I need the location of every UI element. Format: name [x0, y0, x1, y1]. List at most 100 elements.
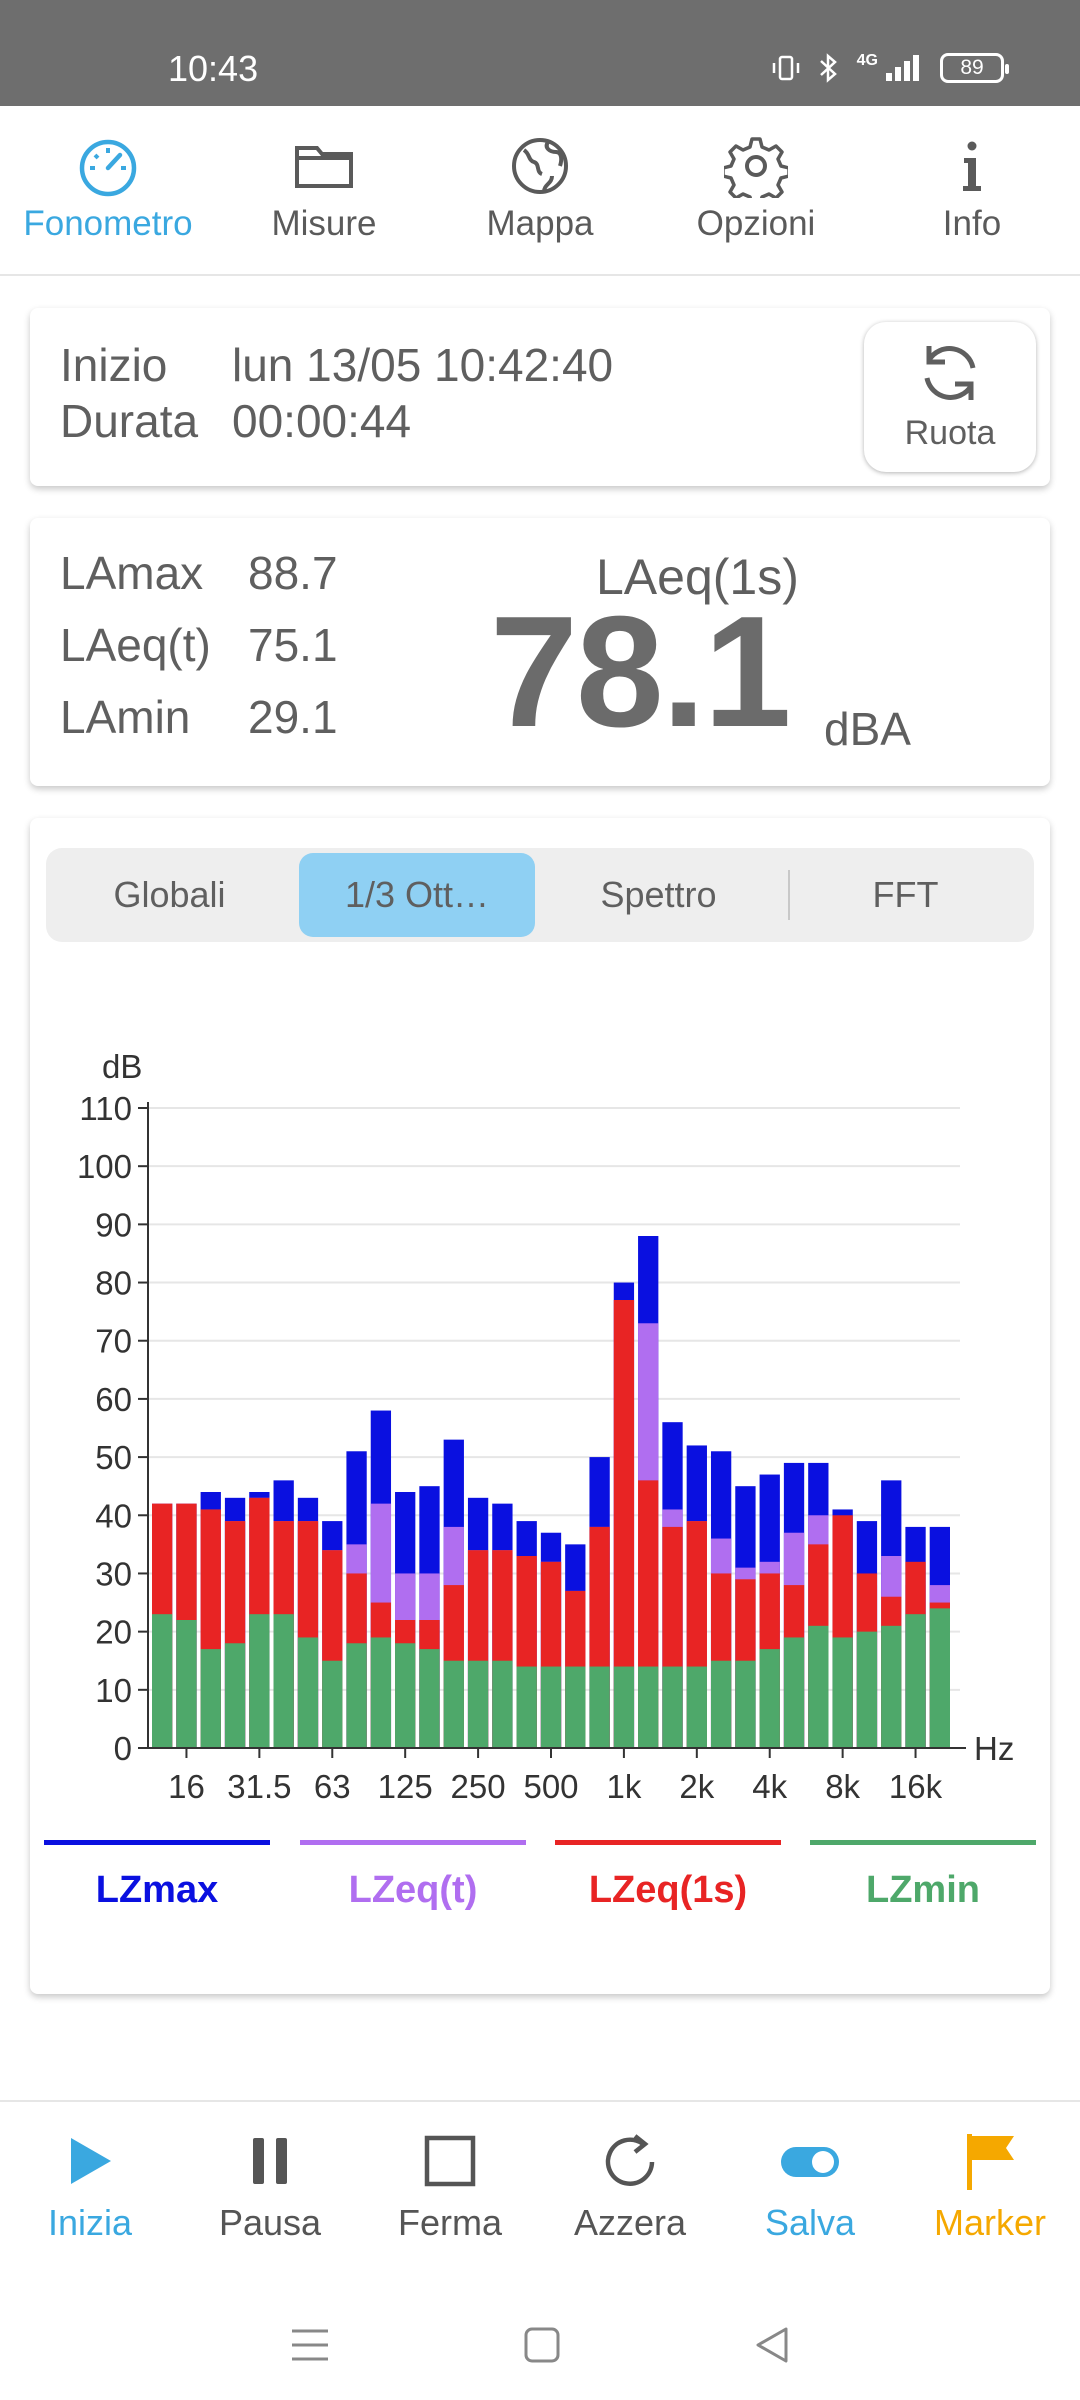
y-tick-label: 110 — [79, 1090, 132, 1127]
legend-label: LZeq(1s) — [588, 1869, 748, 1911]
pause-button[interactable]: Pausa — [180, 2102, 360, 2260]
x-tick-label: 16 — [168, 1768, 205, 1805]
legend-line — [300, 1840, 526, 1845]
duration-value: 00:00:44 — [232, 395, 412, 447]
status-bar: 10:43 4G 89 — [0, 0, 1080, 106]
marker-button[interactable]: Marker — [900, 2102, 1080, 2260]
bar-lzmin-31.5 — [249, 1614, 270, 1748]
menu-icon[interactable] — [288, 2325, 332, 2365]
tab-fft[interactable]: FFT — [872, 874, 939, 915]
tab-label: Misure — [271, 204, 377, 243]
bar-lzmin-3.15k — [735, 1660, 756, 1748]
y-tick-label: 30 — [95, 1555, 132, 1592]
tab-info[interactable]: Info — [864, 106, 1080, 274]
bar-lzmin-2k — [686, 1666, 707, 1748]
bar-lzmin-1.25k — [638, 1666, 659, 1748]
bar-lzmin-1.6k — [662, 1666, 683, 1748]
y-tick-label: 80 — [95, 1265, 132, 1302]
save-toggle[interactable]: Salva — [720, 2102, 900, 2260]
x-tick-label: 1k — [606, 1768, 641, 1805]
y-axis-label: dB — [102, 1048, 142, 1085]
start-value: lun 13/05 10:42:40 — [232, 339, 614, 391]
laeqt-value: 75.1 — [248, 619, 338, 671]
main-level-unit: dBA — [824, 703, 911, 755]
start-label: Inizia — [47, 2202, 133, 2243]
rotate-icon — [924, 346, 976, 400]
tab-misure[interactable]: Misure — [216, 106, 432, 274]
x-tick-label: 63 — [314, 1768, 351, 1805]
y-tick-label: 0 — [114, 1730, 132, 1767]
start-button[interactable]: Inizia — [0, 2102, 180, 2260]
spectrum-card: Globali 1/3 Ott… Spettro FFT 0 10 20 30 40 50… — [30, 818, 1050, 1994]
legend-lzeqt: LZeq(t) — [300, 1840, 526, 1940]
bar-lzmin-4k — [759, 1649, 780, 1748]
bar-lzmin-16 — [176, 1620, 197, 1748]
bar-lzmin-2.5k — [710, 1660, 732, 1748]
x-tick-label: 8k — [825, 1768, 860, 1805]
bar-lzmin-315 — [492, 1660, 513, 1748]
bar-lzmin-250 — [467, 1660, 489, 1748]
tab-label: Fonometro — [23, 204, 193, 243]
reset-button[interactable]: Azzera — [540, 2102, 720, 2260]
back-icon[interactable] — [752, 2325, 792, 2365]
y-tick-label: 10 — [95, 1672, 132, 1709]
legend-label: LZmin — [866, 1869, 980, 1911]
tab-mappa[interactable]: Mappa — [432, 106, 648, 274]
lamin-label: LAmin — [60, 691, 191, 743]
system-navigation — [0, 2290, 1080, 2400]
tab-globali[interactable]: Globali — [113, 874, 226, 915]
tab-spettro[interactable]: Spettro — [600, 874, 717, 915]
lamax-label: LAmax — [60, 547, 204, 599]
save-label: Salva — [764, 2202, 856, 2243]
lamin-value: 29.1 — [248, 691, 338, 743]
pause-label: Pausa — [218, 2202, 322, 2243]
bar-lzmin-63 — [322, 1660, 343, 1748]
info-icon — [963, 141, 981, 191]
top-navigation: Fonometro Misure Mappa Opzioni Info — [0, 106, 1080, 276]
tab-third-octave[interactable]: 1/3 Ott… — [299, 853, 535, 937]
bar-lzmin-20k — [929, 1608, 950, 1748]
bar-lzmin-16k — [905, 1614, 926, 1748]
tab-opzioni[interactable]: Opzioni — [648, 106, 864, 274]
status-icons: 4G 89 — [771, 52, 1009, 84]
bar-lzmin-10k — [856, 1631, 878, 1748]
y-tick-label: 60 — [95, 1381, 132, 1418]
bar-lzmin-630 — [565, 1666, 586, 1748]
toggle-icon — [781, 2147, 839, 2177]
levels-card: LAmax 88.7 LAeq(t) 75.1 LAmin 29.1 LAeq(… — [30, 518, 1050, 786]
bar-lzmin-5k — [783, 1637, 805, 1748]
legend-line — [44, 1840, 270, 1845]
reset-icon — [605, 2134, 655, 2186]
y-tick-label: 100 — [77, 1148, 132, 1185]
stop-icon — [424, 2135, 476, 2187]
bluetooth-icon — [819, 53, 837, 83]
pause-icon — [253, 2138, 287, 2184]
bar-lzmin-50 — [297, 1637, 319, 1748]
status-time: 10:43 — [168, 48, 259, 89]
home-icon[interactable] — [522, 2325, 562, 2365]
x-tick-label: 250 — [451, 1768, 506, 1805]
bar-lzmin-12.5 — [152, 1614, 173, 1748]
bar-lzmin-20 — [200, 1649, 221, 1748]
action-bar: Inizia Pausa Ferma Azzera Salva Marker — [0, 2100, 1080, 2260]
main-level-title: LAeq(1s) — [596, 549, 799, 605]
bar-lzmin-80 — [346, 1643, 367, 1748]
rotate-button[interactable]: Ruota — [864, 322, 1036, 472]
bar-lzeq1s-1k — [613, 1300, 635, 1748]
y-tick-label: 20 — [95, 1614, 132, 1651]
x-tick-label: 500 — [523, 1768, 578, 1805]
y-tick-label: 50 — [95, 1439, 132, 1476]
rotate-label: Ruota — [904, 414, 996, 452]
legend-label: LZeq(t) — [348, 1869, 478, 1911]
bar-lzmin-25 — [224, 1643, 246, 1748]
bar-lzmin-1k — [613, 1666, 635, 1748]
bar-lzmin-500 — [540, 1666, 562, 1748]
bar-lzmin-8k — [832, 1637, 853, 1748]
marker-label: Marker — [933, 2202, 1046, 2243]
stop-button[interactable]: Ferma — [360, 2102, 540, 2260]
legend-lzmax: LZmax — [44, 1840, 270, 1940]
bar-lzmin-125 — [395, 1643, 416, 1748]
bar-lzmin-160 — [419, 1649, 440, 1748]
x-tick-label: 4k — [752, 1768, 787, 1805]
tab-fonometro[interactable]: Fonometro — [0, 106, 216, 274]
